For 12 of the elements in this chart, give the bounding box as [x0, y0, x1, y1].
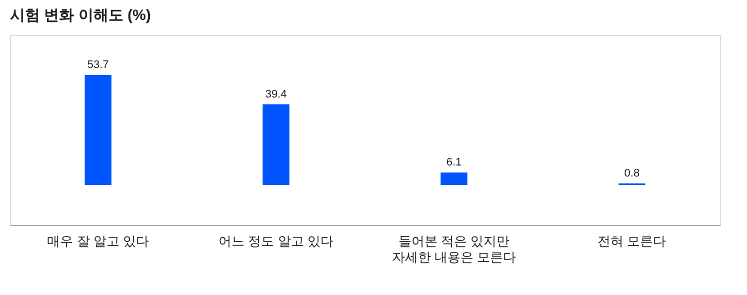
data-label: 6.1 — [446, 156, 462, 169]
data-label: 0.8 — [624, 167, 640, 180]
x-tick-label: 어느 정도 알고 있다 — [218, 234, 334, 248]
bar — [440, 172, 468, 185]
data-label: 39.4 — [265, 88, 287, 100]
data-label: 53.7 — [87, 59, 109, 71]
x-tick-label: 매우 잘 알고 있다 — [47, 234, 150, 248]
bar — [84, 75, 112, 185]
chart-title: 시험 변화 이해도 (%) — [10, 7, 151, 24]
bar — [262, 104, 290, 185]
x-tick-label: 전혀 모른다 — [598, 234, 666, 248]
x-tick-label: 들어본 적은 있지만 자세한 내용은 모른다 — [392, 234, 516, 264]
